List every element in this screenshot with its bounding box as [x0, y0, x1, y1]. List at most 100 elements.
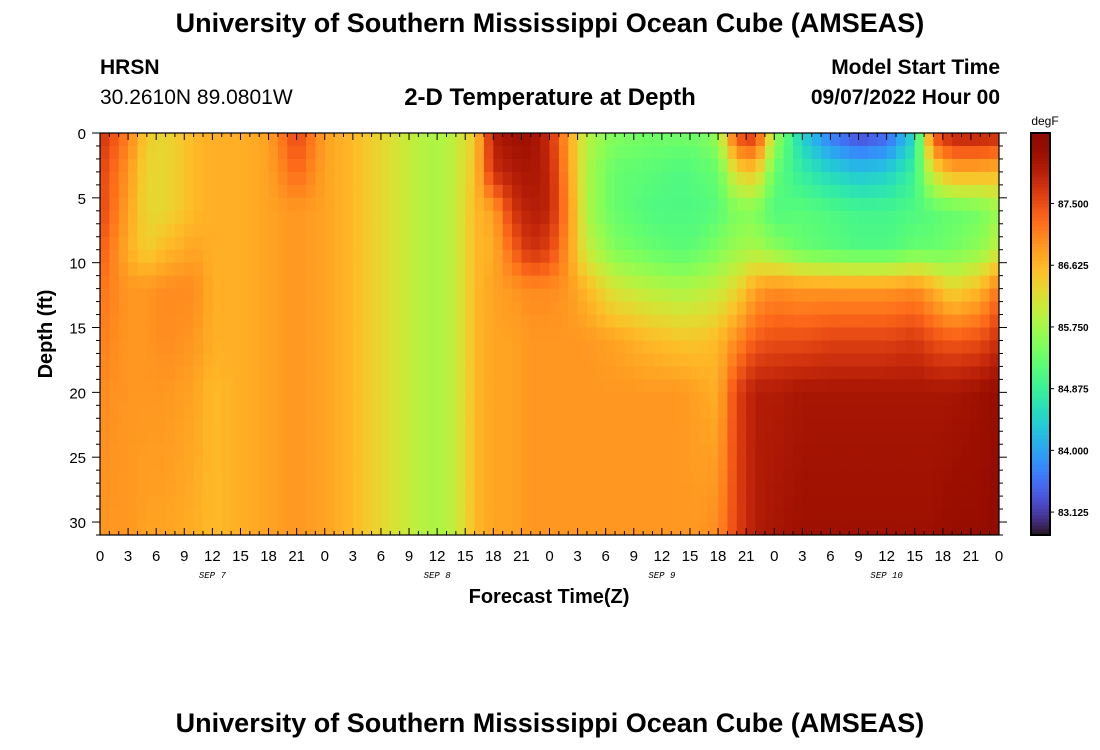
heatmap-cell: [100, 392, 110, 406]
heatmap-cell: [128, 314, 139, 329]
heatmap-cell: [942, 327, 953, 342]
heatmap-cell: [718, 133, 729, 147]
heatmap-cell: [970, 158, 981, 173]
heatmap-cell: [390, 353, 401, 368]
heatmap-cell: [137, 483, 148, 497]
heatmap-cell: [746, 366, 757, 380]
heatmap-cell: [137, 133, 148, 147]
heatmap-cell: [306, 275, 316, 290]
heatmap-cell: [858, 249, 869, 264]
heatmap-cell: [811, 366, 822, 380]
heatmap-cell: [708, 457, 719, 471]
heatmap-cell: [455, 301, 466, 316]
heatmap-cell: [774, 288, 785, 303]
heatmap-cell: [352, 340, 363, 355]
heatmap-cell: [109, 444, 120, 458]
heatmap-cell: [109, 210, 120, 225]
heatmap-cell: [315, 314, 326, 329]
heatmap-cell: [689, 457, 700, 471]
heatmap-cell: [652, 301, 663, 316]
heatmap-cell: [867, 340, 878, 355]
heatmap-cell: [334, 197, 345, 212]
heatmap-cell: [624, 470, 635, 484]
heatmap-cell: [118, 145, 129, 160]
heatmap-cell: [970, 522, 981, 535]
heatmap-cell: [427, 496, 438, 510]
heatmap-cell: [718, 158, 729, 173]
heatmap-cell: [418, 262, 429, 277]
heatmap-cell: [362, 314, 373, 329]
heatmap-cell: [287, 288, 298, 303]
heatmap-cell: [437, 314, 448, 329]
heatmap-cell: [924, 171, 935, 186]
heatmap-cell: [605, 158, 616, 173]
heatmap-cell: [736, 405, 747, 419]
heatmap-cell: [877, 444, 888, 458]
heatmap-cell: [380, 133, 391, 147]
heatmap-cell: [203, 457, 213, 471]
colorbar-segment: [1031, 377, 1050, 382]
heatmap-cell: [390, 133, 401, 147]
heatmap-cell: [867, 431, 878, 445]
heatmap-cell: [306, 184, 316, 199]
heatmap-cell: [193, 210, 204, 225]
heatmap-cell: [156, 133, 167, 147]
heatmap-cell: [184, 288, 195, 303]
heatmap-cell: [886, 418, 897, 432]
heatmap-cell: [156, 197, 167, 212]
heatmap-cell: [821, 197, 832, 212]
heatmap-cell: [643, 509, 654, 523]
heatmap-cell: [343, 301, 354, 316]
heatmap-cell: [605, 184, 616, 199]
heatmap-cell: [615, 275, 626, 290]
heatmap-cell: [259, 288, 270, 303]
heatmap-cell: [830, 171, 841, 186]
heatmap-cell: [867, 483, 878, 497]
heatmap-cell: [296, 353, 307, 368]
heatmap-cell: [895, 314, 906, 329]
heatmap-cell: [399, 496, 410, 510]
heatmap-cell: [530, 236, 541, 251]
heatmap-cell: [277, 470, 288, 484]
heatmap-cell: [512, 470, 523, 484]
heatmap-cell: [980, 223, 991, 238]
heatmap-cell: [821, 275, 832, 290]
heatmap-cell: [315, 301, 326, 316]
heatmap-cell: [165, 418, 176, 432]
heatmap-cell: [287, 470, 298, 484]
heatmap-cell: [296, 171, 307, 186]
heatmap-cell: [727, 444, 738, 458]
heatmap-cell: [970, 405, 981, 419]
heatmap-cell: [727, 522, 738, 535]
heatmap-cell: [577, 379, 588, 393]
heatmap-cell: [231, 366, 242, 380]
heatmap-cell: [184, 262, 195, 277]
colorbar-segment: [1031, 136, 1050, 141]
heatmap-cell: [409, 210, 419, 225]
heatmap-cell: [671, 353, 682, 368]
heatmap-cell: [100, 340, 110, 355]
heatmap-cell: [839, 431, 850, 445]
heatmap-cell: [886, 405, 897, 419]
heatmap-cell: [521, 509, 532, 523]
heatmap-cell: [718, 418, 729, 432]
heatmap-cell: [802, 340, 813, 355]
colorbar-segment: [1031, 159, 1050, 164]
heatmap-cell: [146, 522, 157, 535]
colorbar-tick-label: 86.625: [1058, 261, 1089, 272]
heatmap-cell: [371, 314, 382, 329]
heatmap-cell: [502, 262, 513, 277]
heatmap-cell: [437, 184, 448, 199]
heatmap-cell: [849, 314, 860, 329]
heatmap-cell: [689, 197, 700, 212]
heatmap-cell: [268, 327, 279, 342]
heatmap-cell: [961, 405, 972, 419]
heatmap-cell: [914, 366, 925, 380]
heatmap-cell: [203, 236, 213, 251]
heatmap-cell: [671, 301, 682, 316]
heatmap-cell: [521, 366, 532, 380]
heatmap-cell: [933, 405, 944, 419]
heatmap-cell: [895, 223, 906, 238]
heatmap-cell: [371, 379, 382, 393]
heatmap-cell: [324, 470, 335, 484]
